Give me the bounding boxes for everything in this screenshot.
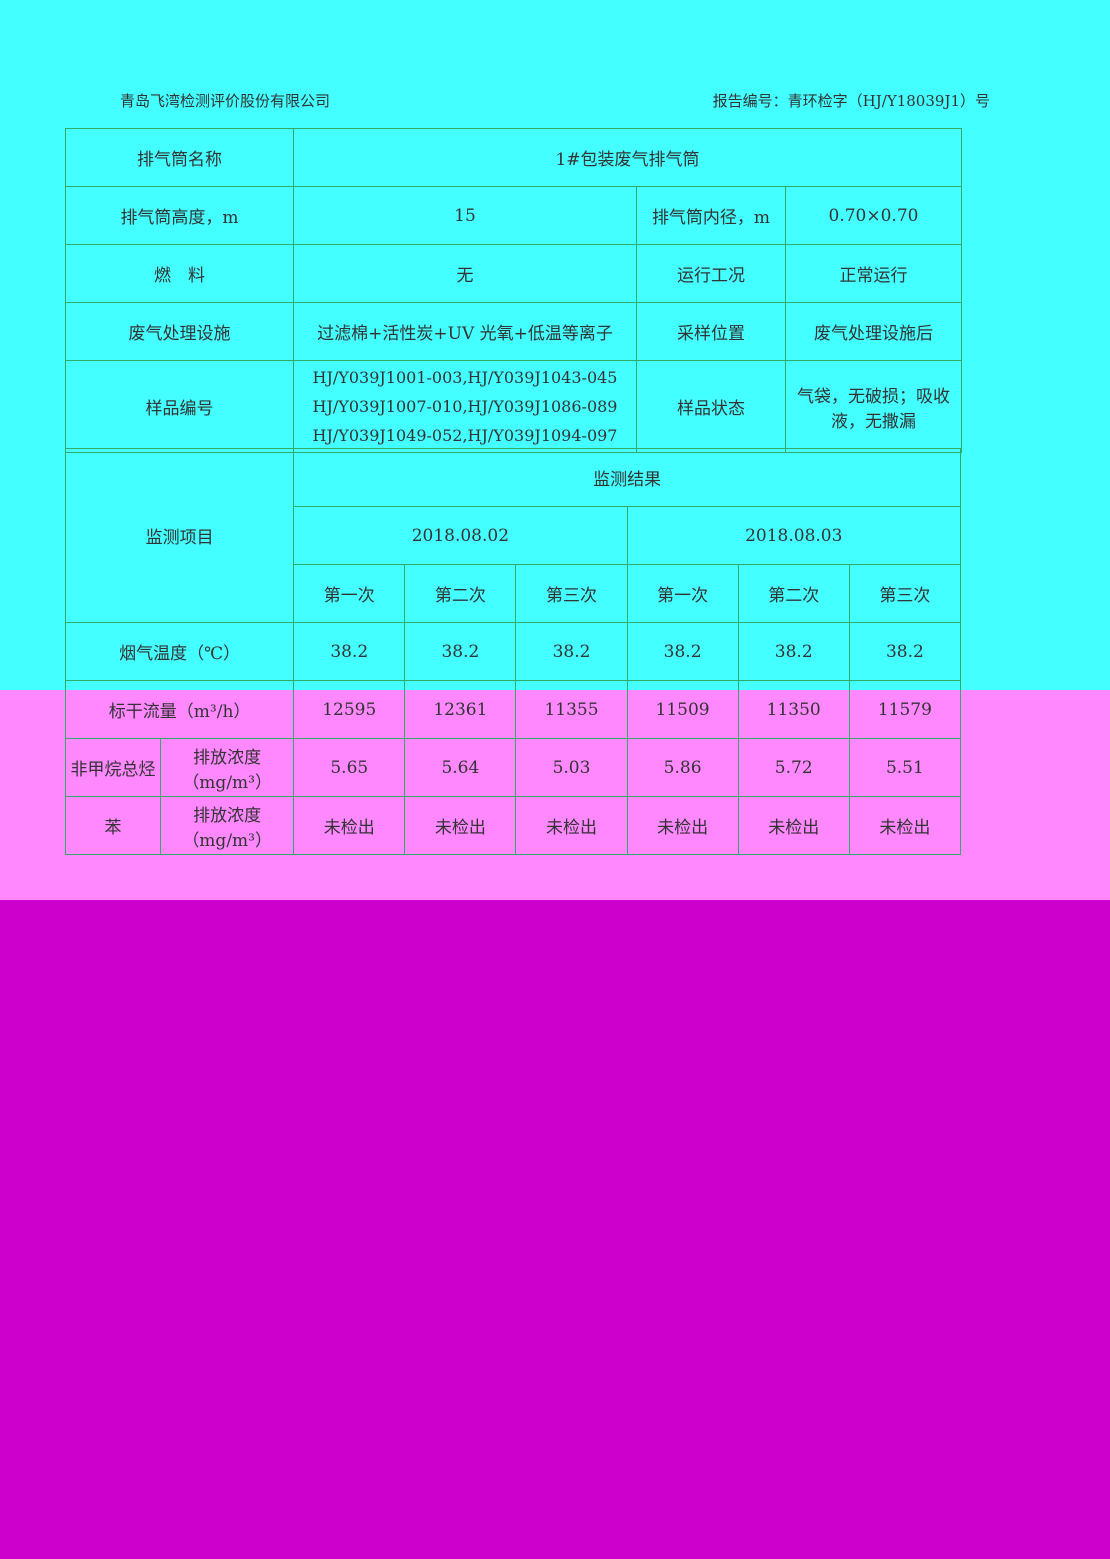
item: 烟气温度（℃）	[64, 622, 295, 681]
info-label: 废气处理设施	[65, 302, 294, 361]
sample-id: HJ/Y039J1049-052,HJ/Y039J1094-097	[312, 426, 618, 445]
sample-ids: HJ/Y039J1001-003,HJ/Y039J1043-045 HJ/Y039…	[293, 360, 637, 453]
run: 第二次	[404, 564, 517, 623]
info-label: 排气筒高度，m	[65, 186, 294, 245]
results-head: 监测项目 监测结果	[64, 448, 961, 623]
item: 排放浓度（mg/m³）	[160, 796, 295, 855]
info-label: 燃 料	[65, 244, 294, 303]
info-value: 正常运行	[785, 244, 962, 303]
info-label: 排气筒名称	[65, 128, 294, 187]
sample-label: 样品编号	[65, 360, 294, 453]
value: 5.72	[737, 738, 850, 797]
info-value: 1#包装废气排气筒	[293, 128, 962, 187]
value: 11579	[848, 680, 962, 739]
value: 38.2	[404, 622, 517, 681]
result-row: 标干流量（m³/h） 12595 12361 11355 11509 11350 11579	[64, 680, 962, 739]
company: 青岛飞湾检测评价股份有限公司	[120, 92, 331, 110]
pollutant: 非甲烷总烃	[64, 738, 162, 797]
info-row: 燃 料无运行工况 正常运行	[65, 244, 962, 303]
value: 5.51	[848, 738, 962, 797]
value: 38.2	[626, 622, 739, 681]
info-row: 排气筒高度，m 15 排气筒内径，m 0.70×0.70	[65, 186, 962, 245]
result-row: 苯排放浓度（mg/m³） 未检出 未检出 未检出 未检出 未检出 未检出	[64, 796, 962, 855]
sample-id: HJ/Y039J1007-010,HJ/Y039J1086-089	[312, 397, 618, 416]
value: 38.2	[515, 622, 628, 681]
info-table: 排气筒名称 1#包装废气排气筒 排气筒高度，m 15 排气筒内径，m 0.70×0.70 燃…	[65, 128, 962, 453]
results-table: 监测项目 监测结果 2018.08.02 2018.08.03 第一次 第二次 第三次 第一次…	[64, 448, 962, 855]
runs-row: 第一次 第二次 第三次 第一次 第二次 第三次	[66, 564, 962, 623]
info-value: 过滤棉+活性炭+UV 光氧+低温等离子	[293, 302, 637, 361]
sample-state: 气袋，无破损；吸收液，无撒漏	[785, 360, 962, 453]
dates-row: 2018.08.02 2018.08.03	[66, 506, 962, 565]
info-value: 无	[293, 244, 637, 303]
pollutant: 苯	[64, 796, 162, 855]
item-label: 监测项目	[64, 448, 295, 623]
value: 38.2	[293, 622, 406, 681]
value: 11350	[737, 680, 850, 739]
value: 5.86	[626, 738, 739, 797]
value: 未检出	[293, 796, 406, 855]
report-no: 报告编号：青环检字（HJ/Y18039J1）号	[712, 92, 990, 110]
value: 5.65	[293, 738, 406, 797]
results-label: 监测结果	[293, 448, 961, 507]
run: 第三次	[848, 564, 962, 623]
value: 未检出	[848, 796, 962, 855]
value: 未检出	[737, 796, 850, 855]
value: 未检出	[515, 796, 628, 855]
value: 38.2	[737, 622, 850, 681]
item: 排放浓度（mg/m³）	[160, 738, 295, 797]
sample-id: HJ/Y039J1001-003,HJ/Y039J1043-045	[312, 368, 618, 387]
value: 5.03	[515, 738, 628, 797]
value: 5.64	[404, 738, 517, 797]
info-label: 运行工况	[636, 244, 786, 303]
result-row: 烟气温度（℃） 38.2 38.2 38.2 38.2 38.2 38.2	[64, 622, 962, 681]
value: 未检出	[404, 796, 517, 855]
info-row: 废气处理设施 过滤棉+活性炭+UV 光氧+低温等离子 采样位置 废气处理设施后	[65, 302, 962, 361]
value: 38.2	[848, 622, 962, 681]
value: 11355	[515, 680, 628, 739]
info-value: 15	[293, 186, 637, 245]
sample-state-label: 样品状态	[636, 360, 786, 453]
date: 2018.08.02	[293, 506, 628, 565]
info-row: 排气筒名称 1#包装废气排气筒	[65, 128, 962, 187]
run: 第一次	[293, 564, 406, 623]
run: 第一次	[626, 564, 739, 623]
sample-row: 样品编号 HJ/Y039J1001-003,HJ/Y039J1043-045 HJ/…	[65, 360, 962, 453]
item: 标干流量（m³/h）	[64, 680, 295, 739]
value: 未检出	[626, 796, 739, 855]
value: 12595	[293, 680, 406, 739]
info-label: 排气筒内径，m	[636, 186, 786, 245]
info-value: 废气处理设施后	[785, 302, 962, 361]
result-row: 非甲烷总烃 排放浓度（mg/m³） 5.65 5.64 5.03 5.86 5.72 5.51	[64, 738, 962, 797]
date: 2018.08.03	[626, 506, 962, 565]
value: 12361	[404, 680, 517, 739]
value: 11509	[626, 680, 739, 739]
info-value: 0.70×0.70	[785, 186, 962, 245]
info-label: 采样位置	[636, 302, 786, 361]
run: 第三次	[515, 564, 628, 623]
run: 第二次	[737, 564, 850, 623]
